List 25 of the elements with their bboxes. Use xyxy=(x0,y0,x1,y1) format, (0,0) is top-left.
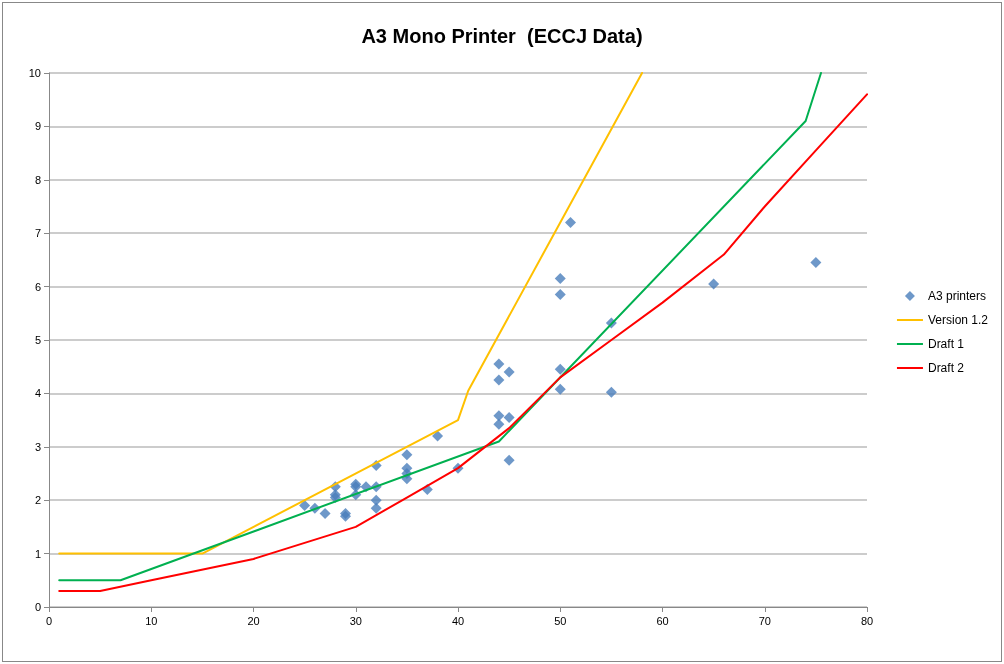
x-tick-label: 0 xyxy=(45,614,53,627)
x-tick-label: 70 xyxy=(758,614,771,627)
x-tick-label: 30 xyxy=(349,614,362,627)
y-tick-label: 5 xyxy=(34,334,41,346)
y-tick-label: 0 xyxy=(34,601,41,613)
y-tick-label: 8 xyxy=(34,173,41,186)
legend-label: Draft 2 xyxy=(927,361,965,375)
y-tick-label: 2 xyxy=(34,494,41,507)
y-tick-label: 9 xyxy=(34,120,41,133)
x-tick-label: 80 xyxy=(860,614,874,627)
x-tick-label: 60 xyxy=(656,614,669,627)
chart-title: A3 Mono Printer (ECCJ Data) xyxy=(361,25,643,47)
x-tick-label: 40 xyxy=(451,614,465,627)
y-tick-label: 6 xyxy=(34,280,41,293)
x-tick-label: 20 xyxy=(247,614,260,627)
x-tick-label: 10 xyxy=(145,614,158,627)
legend-label: A3 printers xyxy=(927,289,986,303)
y-tick-label: 3 xyxy=(34,440,41,453)
x-tick-label: 50 xyxy=(554,614,567,627)
legend-label: Version 1.2 xyxy=(927,313,989,327)
y-tick-label: 4 xyxy=(34,387,41,400)
y-tick-label: 10 xyxy=(28,67,41,79)
legend-label: Draft 1 xyxy=(927,337,965,351)
y-tick-label: 7 xyxy=(34,227,41,240)
y-tick-label: 1 xyxy=(34,547,41,560)
